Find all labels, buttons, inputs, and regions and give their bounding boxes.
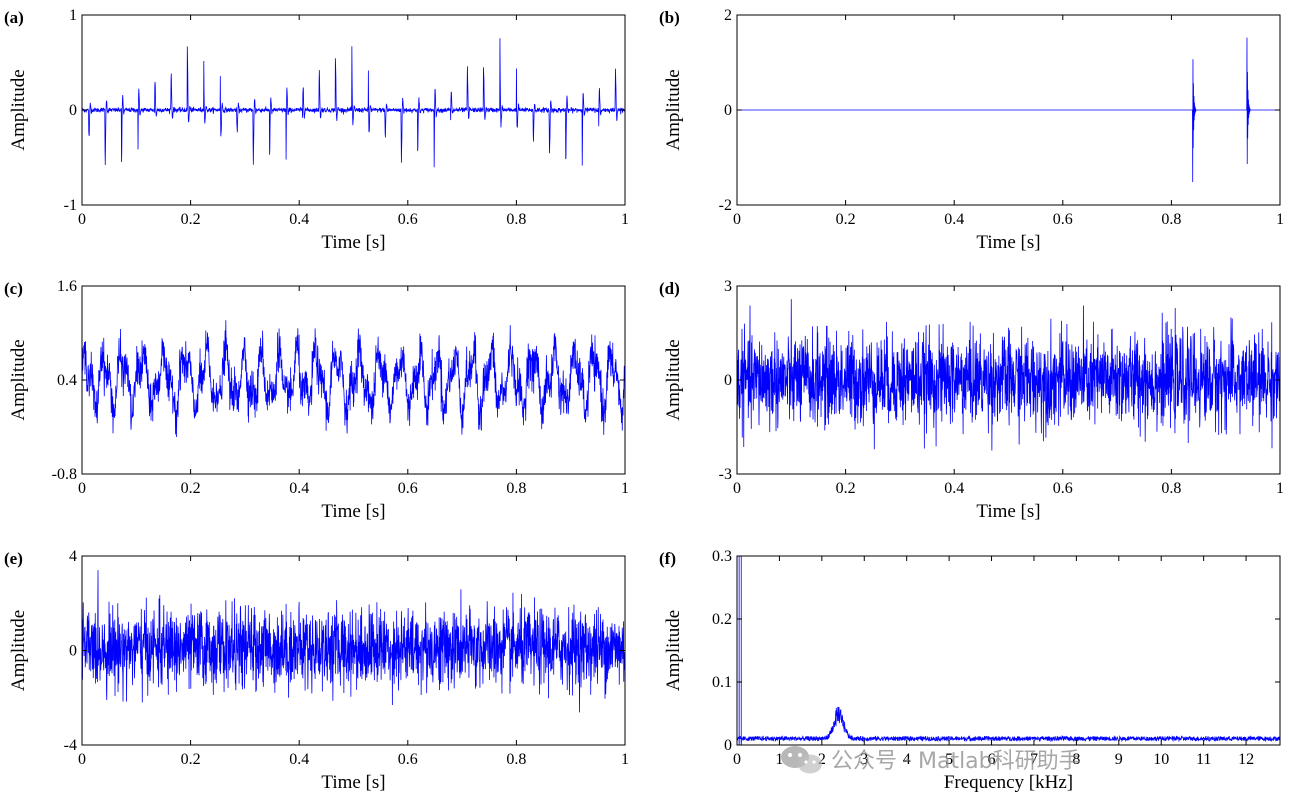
y-axis-label: Amplitude bbox=[8, 69, 29, 150]
panel-label: (a) bbox=[4, 8, 24, 27]
x-tick-label: 0.4 bbox=[289, 480, 309, 497]
panel-label: (f) bbox=[659, 549, 676, 568]
x-tick-label: 12 bbox=[1238, 751, 1254, 768]
x-tick-label: 0 bbox=[78, 480, 86, 497]
x-axis-label: Time [s] bbox=[976, 501, 1040, 522]
y-tick-label: 0.2 bbox=[712, 611, 732, 628]
x-axis-label: Time [s] bbox=[321, 772, 385, 793]
y-tick-label: 0 bbox=[69, 643, 77, 660]
series-line-a bbox=[82, 38, 625, 168]
x-tick-label: 0.8 bbox=[506, 751, 526, 768]
x-tick-label: 1 bbox=[1276, 211, 1284, 228]
y-tick-label: 0.1 bbox=[712, 674, 732, 691]
x-tick-label: 1 bbox=[621, 751, 629, 768]
x-tick-label: 0.2 bbox=[181, 751, 201, 768]
x-tick-label: 6 bbox=[988, 751, 996, 768]
x-tick-label: 0.2 bbox=[836, 211, 856, 228]
panel-label: (d) bbox=[659, 279, 680, 298]
x-tick-label: 1 bbox=[621, 480, 629, 497]
y-axis-label: Amplitude bbox=[8, 339, 29, 420]
x-tick-label: 3 bbox=[860, 751, 868, 768]
x-axis-label: Time [s] bbox=[976, 232, 1040, 253]
y-axis-label: Amplitude bbox=[8, 610, 29, 691]
x-tick-label: 0.6 bbox=[398, 480, 418, 497]
y-tick-label: 2 bbox=[724, 7, 732, 24]
y-axis-label: Amplitude bbox=[663, 69, 684, 150]
watermark: 公众号 · Matlab科研助手 bbox=[781, 746, 1081, 774]
x-axis-label: Frequency [kHz] bbox=[944, 772, 1073, 793]
y-tick-label: -0.8 bbox=[52, 466, 77, 483]
x-tick-label: 4 bbox=[903, 751, 911, 768]
x-tick-label: 0 bbox=[733, 211, 741, 228]
x-tick-label: 0.4 bbox=[944, 211, 964, 228]
x-tick-label: 0.8 bbox=[1161, 211, 1181, 228]
x-tick-label: 0.4 bbox=[944, 480, 964, 497]
x-tick-label: 0.2 bbox=[181, 211, 201, 228]
y-axis-label: Amplitude bbox=[663, 610, 684, 691]
watermark-text: 公众号 · Matlab科研助手 bbox=[831, 749, 1081, 774]
y-tick-label: -4 bbox=[64, 737, 77, 754]
x-tick-label: 0 bbox=[78, 751, 86, 768]
wechat-logo-icon bbox=[781, 746, 822, 774]
series-line-d bbox=[737, 299, 1280, 451]
x-tick-label: 0.6 bbox=[1053, 211, 1073, 228]
y-tick-label: -1 bbox=[64, 197, 77, 214]
panel-label: (b) bbox=[659, 8, 680, 27]
x-tick-label: 0.8 bbox=[506, 211, 526, 228]
x-tick-label: 9 bbox=[1115, 751, 1123, 768]
x-tick-label: 0 bbox=[733, 480, 741, 497]
y-tick-label: 1.6 bbox=[57, 278, 77, 295]
y-tick-label: 0 bbox=[724, 372, 732, 389]
y-tick-label: 0.3 bbox=[712, 548, 732, 565]
x-tick-label: 1 bbox=[775, 751, 783, 768]
x-tick-label: 0.2 bbox=[836, 480, 856, 497]
y-tick-label: -3 bbox=[719, 466, 732, 483]
x-tick-label: 0.4 bbox=[289, 211, 309, 228]
x-axis-label: Time [s] bbox=[321, 501, 385, 522]
x-tick-label: 0.8 bbox=[506, 480, 526, 497]
y-tick-label: 4 bbox=[69, 548, 77, 565]
x-tick-label: 8 bbox=[1072, 751, 1080, 768]
x-axis-label: Time [s] bbox=[321, 232, 385, 253]
series-line-f bbox=[737, 556, 1280, 745]
panel-label: (e) bbox=[4, 549, 23, 568]
y-tick-label: 3 bbox=[724, 278, 732, 295]
series-line-e bbox=[82, 570, 625, 713]
x-tick-label: 0.6 bbox=[398, 211, 418, 228]
x-tick-label: 5 bbox=[945, 751, 953, 768]
chart-panel-c: 0 0.2 0.4 0.6 0.8 1 -0.8 0.4 1.6 Time [s] Amplitud… bbox=[4, 278, 629, 522]
y-tick-label: 1 bbox=[69, 7, 77, 24]
y-tick-label: 0 bbox=[724, 737, 732, 754]
x-tick-label: 7 bbox=[1030, 751, 1038, 768]
x-tick-label: 0.6 bbox=[398, 751, 418, 768]
x-tick-label: 0 bbox=[78, 211, 86, 228]
x-tick-label: 0.8 bbox=[1161, 480, 1181, 497]
x-tick-label: 10 bbox=[1153, 751, 1169, 768]
x-tick-label: 2 bbox=[818, 751, 826, 768]
y-axis-label: Amplitude bbox=[663, 339, 684, 420]
x-tick-label: 0.2 bbox=[181, 480, 201, 497]
x-tick-label: 1 bbox=[1276, 480, 1284, 497]
y-tick-label: 0 bbox=[724, 102, 732, 119]
x-tick-label: 0.6 bbox=[1053, 480, 1073, 497]
series-line-b bbox=[737, 37, 1280, 183]
panel-label: (c) bbox=[4, 279, 23, 298]
x-tick-label: 0 bbox=[733, 751, 741, 768]
y-tick-label: 0 bbox=[69, 102, 77, 119]
series-line-c bbox=[82, 320, 625, 438]
y-tick-label: -2 bbox=[719, 197, 732, 214]
x-tick-label: 1 bbox=[621, 211, 629, 228]
x-tick-label: 0.4 bbox=[289, 751, 309, 768]
x-tick-label: 11 bbox=[1196, 751, 1211, 768]
y-tick-label: 0.4 bbox=[57, 372, 77, 389]
plot-frame-f bbox=[736, 555, 1281, 746]
